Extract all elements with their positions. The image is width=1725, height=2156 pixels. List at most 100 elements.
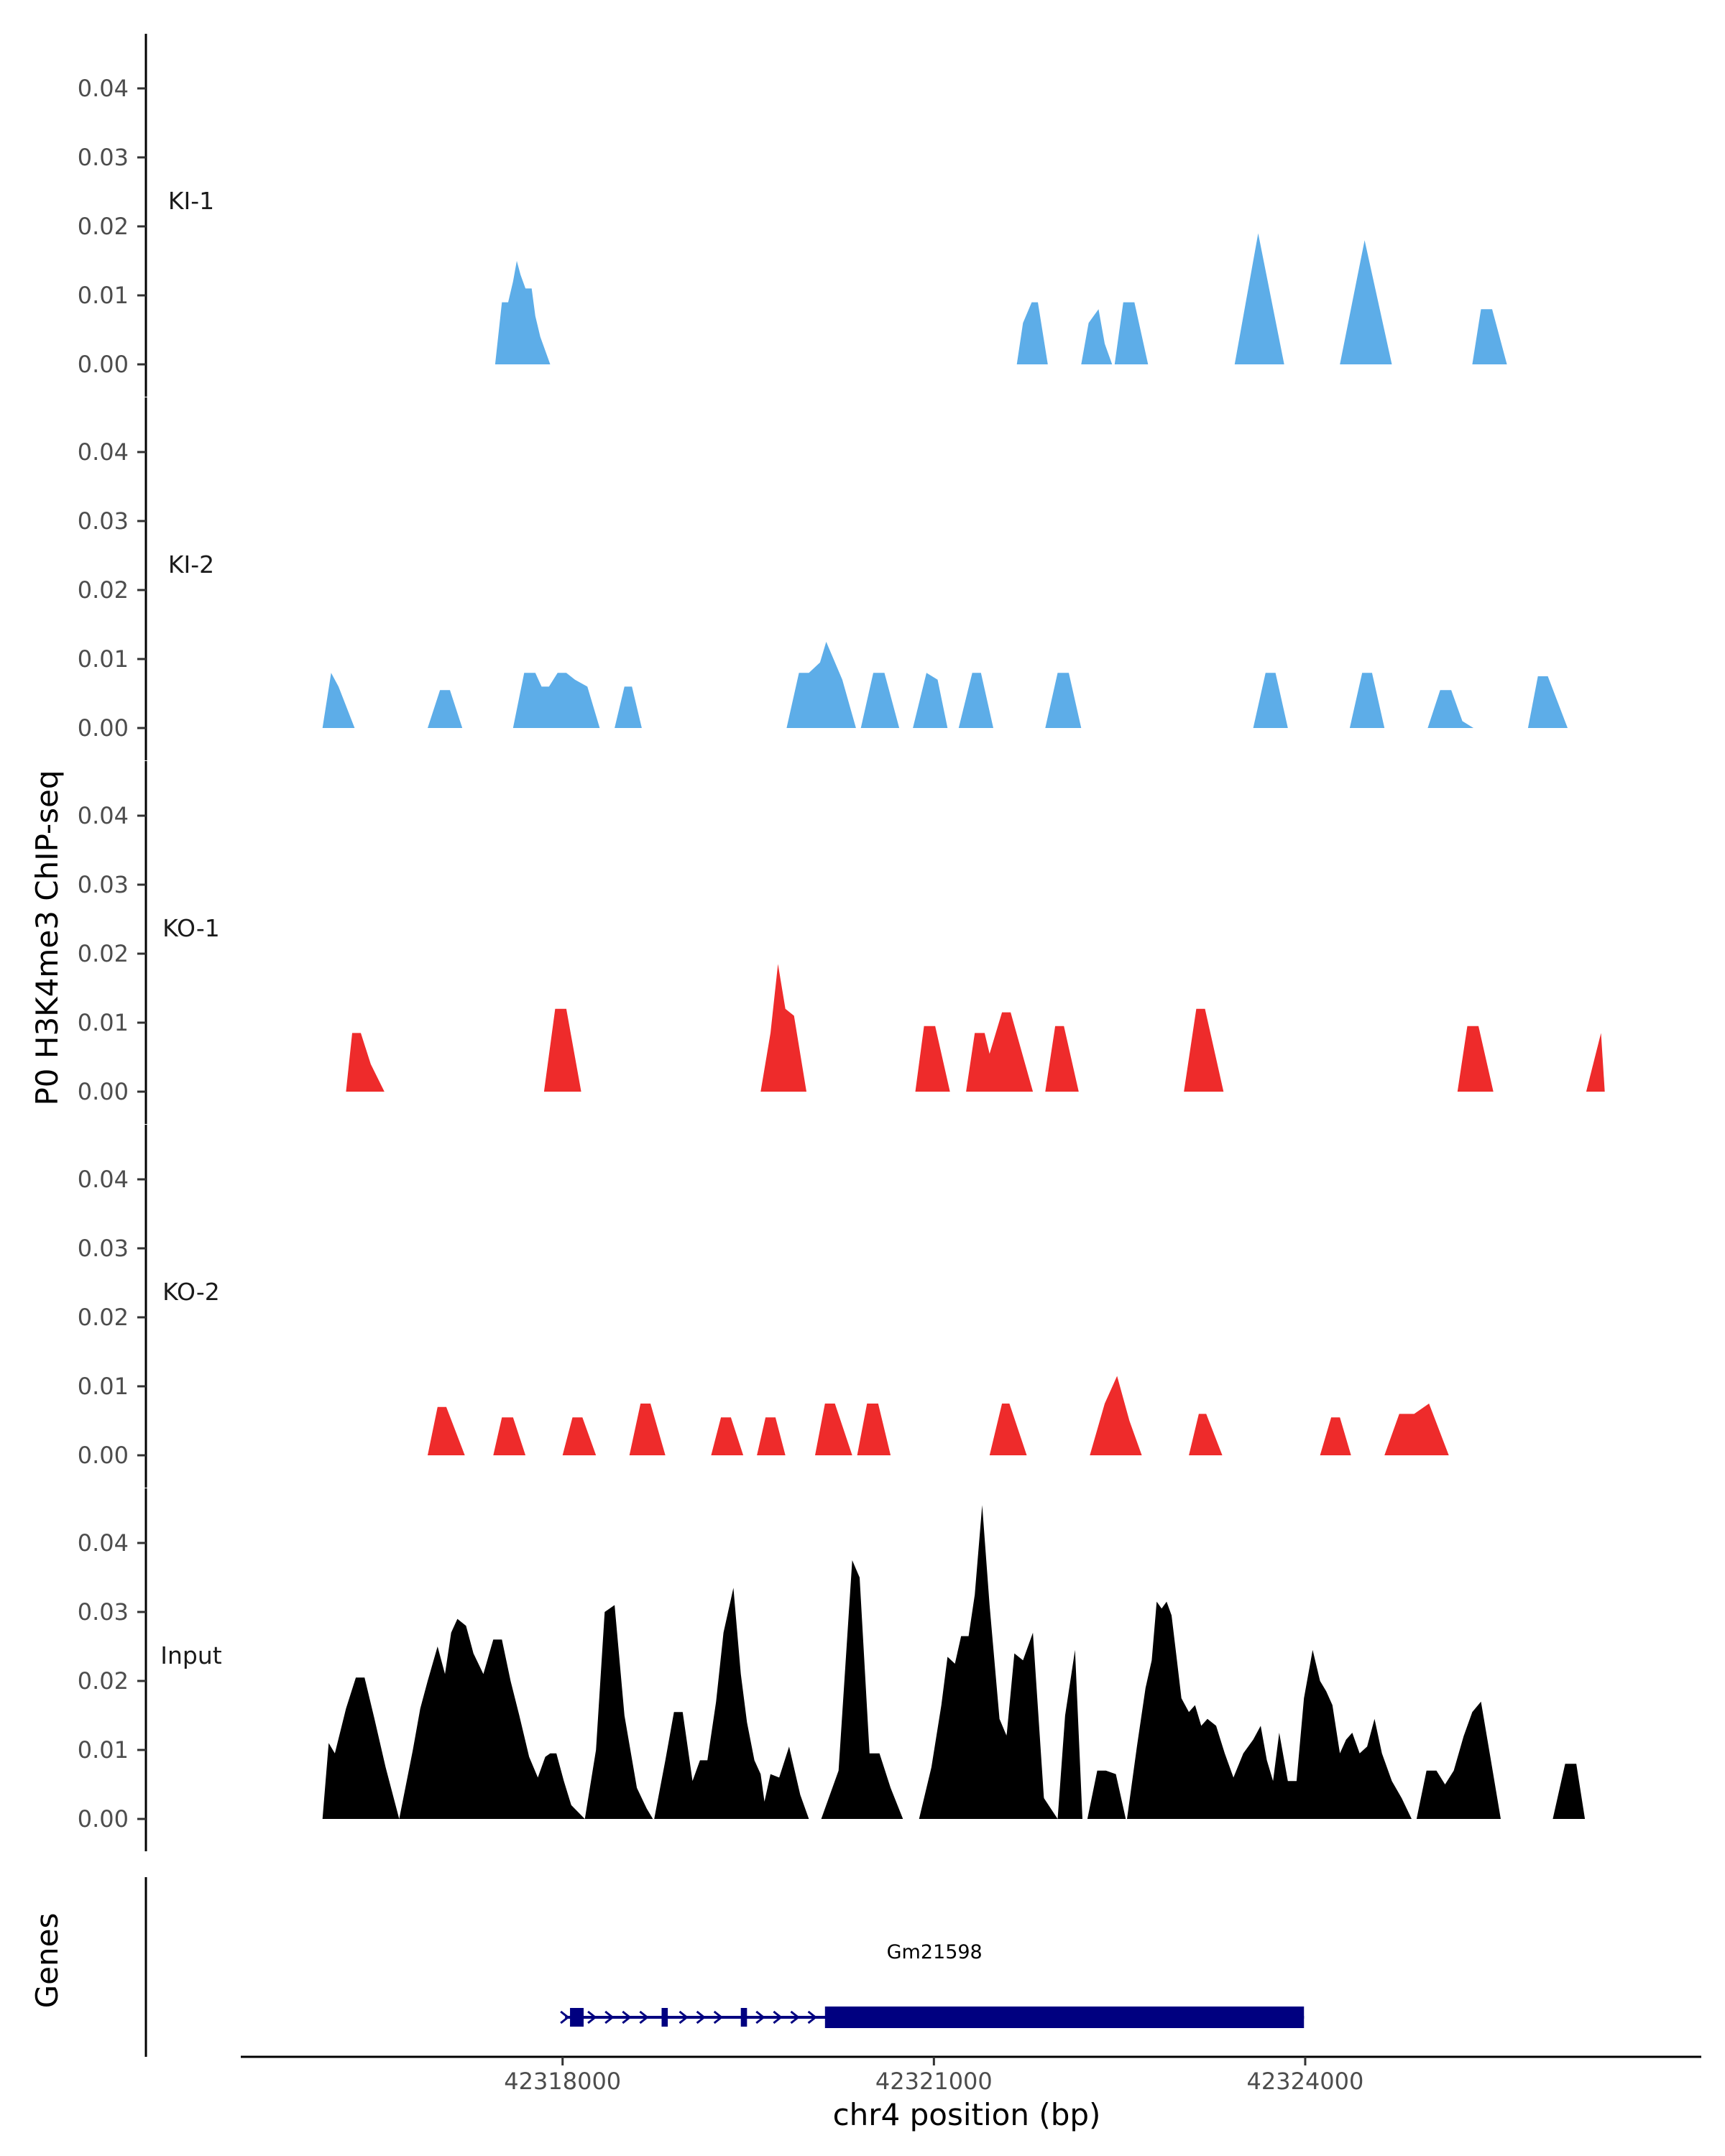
signal-peak [1552,1764,1586,1819]
y-tick-label: 0.03 [78,144,129,171]
signal-peak [1016,302,1048,364]
y-axis-title: P0 H3K4me3 ChIP-seq [29,770,65,1105]
signal-peak [1045,1026,1079,1092]
track-label: KI-2 [168,550,214,579]
signal-peak [629,1404,666,1455]
signal-peak [1087,1770,1126,1819]
signal-peak [989,1404,1027,1455]
y-tick-label: 0.02 [78,1667,129,1695]
strand-arrow [587,2010,597,2024]
signal-peak [1427,690,1474,728]
strand-arrow [639,2010,649,2024]
y-tick-label: 0.02 [78,213,129,240]
signal-peak [1253,673,1288,728]
y-tick-label: 0.02 [78,576,129,604]
y-tick-label: 0.01 [78,1736,129,1764]
y-tick-label: 0.00 [78,351,129,378]
gene-exon [570,2008,584,2027]
signal-peak [562,1417,597,1455]
signal-peak [1090,1376,1142,1455]
signal-peak [1527,676,1568,728]
signal-peak [860,673,900,728]
y-tick-label: 0.04 [78,802,129,829]
strand-arrow [773,2010,783,2024]
gene-track-label: Genes [29,1913,65,2009]
track-ko-2: 0.00 0.01 0.02 0.03 0.04 KO-2 [78,1125,1449,1488]
y-tick-label: 0.03 [78,1598,129,1626]
signal-peak [615,686,642,728]
signal-peak [1081,309,1113,364]
gene-exon [740,2008,748,2027]
signal-peak [757,1417,786,1455]
signal-peak [1457,1026,1494,1092]
signal-peak [1045,673,1082,728]
signal-peak [584,1605,653,1819]
y-tick-label: 0.00 [78,1805,129,1833]
strand-arrow [696,2010,706,2024]
signal-peak [322,1677,400,1819]
signal-peak [1234,233,1284,364]
signal-peak [919,1505,1082,1819]
track-label: KI-1 [168,187,214,215]
signal-peak [760,1746,809,1819]
x-tick-label: 42321000 [875,2068,993,2095]
signal-peak [493,1417,526,1455]
signal-peak [821,1560,903,1819]
x-axis: 42318000 42321000 42324000 [241,2055,1701,2095]
signal-peak [512,673,600,728]
signal-peak [915,1026,950,1092]
track-ko-1: 0.00 0.01 0.02 0.03 0.04 KO-1 [78,761,1605,1124]
gene-exon [661,2008,668,2027]
signal-peak [1340,240,1392,364]
signal-peak [428,1406,465,1455]
strand-arrow [678,2010,689,2024]
x-tick-label: 42324000 [1247,2068,1364,2095]
signal-peak [760,964,806,1092]
x-tick-label: 42318000 [504,2068,621,2095]
y-tick-label: 0.01 [78,1009,129,1036]
signal-peak [322,673,355,728]
signal-peak [1320,1417,1351,1455]
track-label: KO-1 [162,914,220,942]
signal-peak [1184,1008,1224,1092]
signal-peak [815,1404,852,1455]
strand-arrow [713,2010,724,2024]
track-ki-2: 0.00 0.01 0.02 0.03 0.04 KI-2 [78,397,1568,760]
signal-peak [1586,1033,1605,1092]
signal-peak [966,1012,1034,1092]
track-input: 0.00 0.01 0.02 0.03 0.04 Input [78,1488,1586,1851]
y-tick-label: 0.04 [78,1529,129,1557]
y-tick-label: 0.01 [78,282,129,309]
gene-name-label: Gm21598 [887,1941,983,1963]
gene-track: Gm21598 [144,1877,1305,2057]
y-tick-label: 0.00 [78,714,129,742]
x-axis-title: chr4 position (bp) [833,2097,1101,2132]
signal-peak [1189,1414,1223,1455]
track-label: KO-2 [162,1278,220,1306]
signal-peak [654,1588,767,1819]
signal-peak [711,1417,744,1455]
strand-arrow [604,2010,615,2024]
tracks-layer: 0.00 0.01 0.02 0.03 0.04 KI-1 0.00 0.01 0.02 0.03… [78,34,1605,1851]
signal-peak [913,673,948,728]
y-tick-label: 0.01 [78,1373,129,1400]
signal-peak [399,1618,585,1819]
signal-peak [1384,1404,1449,1455]
signal-peak [786,642,856,728]
strand-arrow [755,2010,765,2024]
y-tick-label: 0.04 [78,1166,129,1193]
track-label: Input [160,1641,222,1669]
signal-peak [494,261,551,364]
y-tick-label: 0.00 [78,1078,129,1105]
signal-peak [1416,1701,1501,1819]
signal-peak [543,1008,581,1092]
y-tick-label: 0.04 [78,438,129,466]
y-tick-label: 0.03 [78,507,129,535]
signal-peak [857,1404,891,1455]
y-tick-label: 0.04 [78,75,129,102]
signal-peak [1127,1601,1412,1819]
signal-peak [1472,309,1507,364]
y-tick-label: 0.03 [78,1235,129,1262]
y-tick-label: 0.03 [78,871,129,898]
strand-arrow [622,2010,632,2024]
